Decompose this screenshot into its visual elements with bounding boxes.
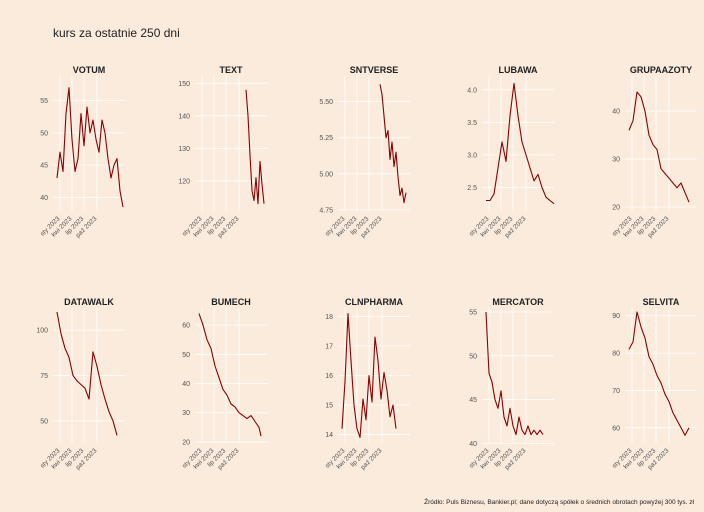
y-tick-label: 14: [325, 432, 333, 439]
y-tick-label: 45: [40, 163, 48, 170]
price-line: [379, 84, 407, 204]
y-tick-label: 75: [40, 373, 48, 380]
y-tick-label: 40: [182, 381, 190, 388]
y-tick-label: 2.5: [467, 185, 477, 192]
y-tick-label: 80: [612, 351, 620, 358]
y-tick-label: 90: [612, 313, 620, 320]
price-line: [341, 312, 397, 439]
y-tick-label: 55: [40, 98, 48, 105]
panel-title: VOTUM: [73, 65, 106, 75]
y-tick-label: 60: [182, 323, 190, 330]
y-tick-label: 130: [178, 146, 190, 153]
panel-title: GRUPAAZOTY: [630, 65, 692, 75]
price-line: [56, 311, 118, 436]
source-caption: Źródło: Puls Biznesu, Bankier.pl; dane d…: [424, 499, 694, 506]
y-tick-label: 50: [182, 352, 190, 359]
y-tick-label: 60: [612, 425, 620, 432]
price-line: [628, 311, 690, 436]
y-tick-label: 70: [612, 388, 620, 395]
y-tick-label: 20: [182, 439, 190, 446]
y-tick-label: 150: [178, 81, 190, 88]
y-tick-label: 40: [469, 441, 477, 448]
y-tick-label: 5.50: [319, 99, 333, 106]
y-tick-label: 4.75: [319, 207, 333, 214]
panel-title: LUBAWA: [499, 65, 538, 75]
y-tick-label: 4.0: [467, 87, 477, 94]
price-line: [56, 87, 124, 208]
y-tick-label: 45: [469, 397, 477, 404]
y-tick-label: 15: [325, 403, 333, 410]
panel-title: BUMECH: [211, 297, 251, 307]
y-tick-label: 16: [325, 373, 333, 380]
price-line: [485, 311, 544, 436]
y-tick-label: 30: [612, 157, 620, 164]
y-tick-label: 5.00: [319, 171, 333, 178]
y-tick-label: 18: [325, 314, 333, 321]
y-tick-label: 120: [178, 178, 190, 185]
price-line: [245, 89, 265, 205]
y-tick-label: 3.5: [467, 120, 477, 127]
price-line: [486, 82, 555, 205]
y-tick-label: 50: [40, 130, 48, 137]
y-tick-label: 100: [36, 328, 48, 335]
panel-title: MERCATOR: [492, 297, 544, 307]
price-line: [628, 91, 690, 203]
page-title: kurs za ostatnie 250 dni: [53, 26, 180, 40]
panel-title: DATAWALK: [64, 297, 114, 307]
y-tick-label: 40: [612, 109, 620, 116]
price-line: [198, 313, 262, 437]
y-tick-label: 55: [469, 310, 477, 317]
y-tick-label: 40: [40, 195, 48, 202]
panel-title: CLNPHARMA: [345, 297, 403, 307]
y-tick-label: 5.25: [319, 135, 333, 142]
panel-title: SNTVERSE: [350, 65, 399, 75]
y-tick-label: 50: [469, 353, 477, 360]
panel-title: TEXT: [219, 65, 243, 75]
y-tick-label: 30: [182, 410, 190, 417]
y-tick-label: 50: [40, 418, 48, 425]
y-tick-label: 140: [178, 113, 190, 120]
y-tick-label: 3.0: [467, 152, 477, 159]
y-tick-label: 20: [612, 205, 620, 212]
y-tick-label: 17: [325, 343, 333, 350]
panel-title: SELVITA: [643, 297, 680, 307]
